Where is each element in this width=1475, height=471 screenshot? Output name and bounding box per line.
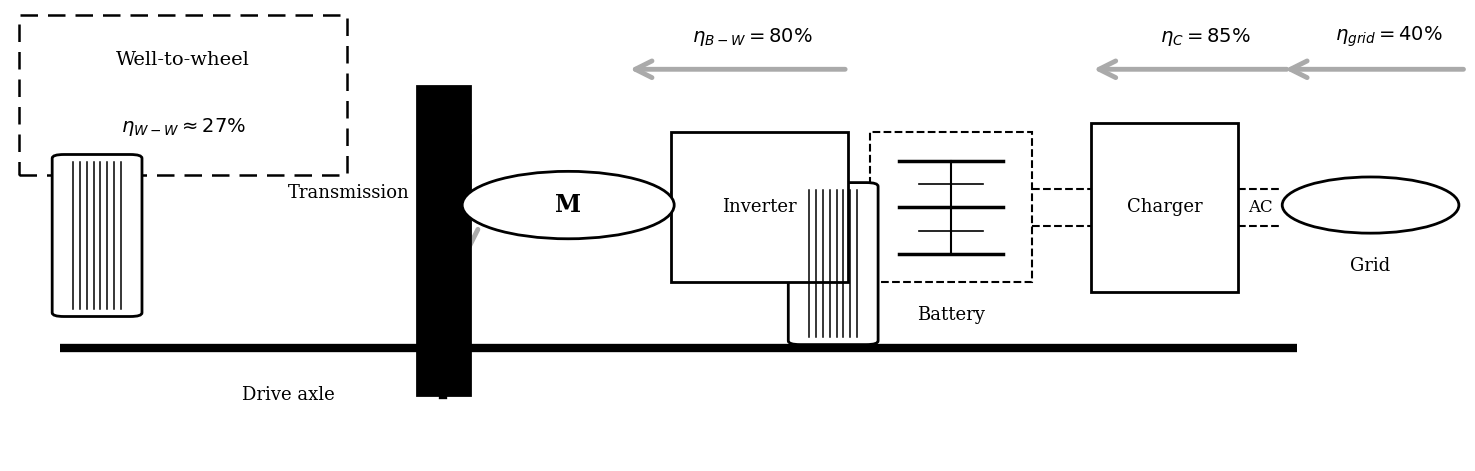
Text: Charger: Charger <box>1127 198 1202 216</box>
Text: $\eta_{C}=85\%$: $\eta_{C}=85\%$ <box>1159 25 1251 48</box>
Text: $\eta_{W-W}\approx 27\%$: $\eta_{W-W}\approx 27\%$ <box>121 116 246 138</box>
Text: Grid: Grid <box>1351 257 1391 275</box>
Circle shape <box>462 171 674 239</box>
Text: Well-to-wheel: Well-to-wheel <box>117 51 251 69</box>
Text: Battery: Battery <box>917 306 985 324</box>
Text: Drive axle: Drive axle <box>242 386 335 404</box>
FancyBboxPatch shape <box>19 16 347 175</box>
FancyBboxPatch shape <box>788 183 878 345</box>
Bar <box>1092 123 1238 292</box>
Bar <box>870 132 1032 282</box>
Bar <box>416 86 469 395</box>
Bar <box>416 86 469 395</box>
Text: Inverter: Inverter <box>723 198 797 216</box>
FancyBboxPatch shape <box>52 154 142 317</box>
Text: M: M <box>555 193 581 217</box>
Text: $\eta_{grid}=40\%$: $\eta_{grid}=40\%$ <box>1335 24 1443 49</box>
Text: $\eta_{B-W}=80\%$: $\eta_{B-W}=80\%$ <box>692 25 813 48</box>
Text: Transmission: Transmission <box>288 184 409 203</box>
Bar <box>671 132 848 282</box>
Circle shape <box>1282 177 1459 233</box>
Text: AC: AC <box>1248 199 1273 216</box>
